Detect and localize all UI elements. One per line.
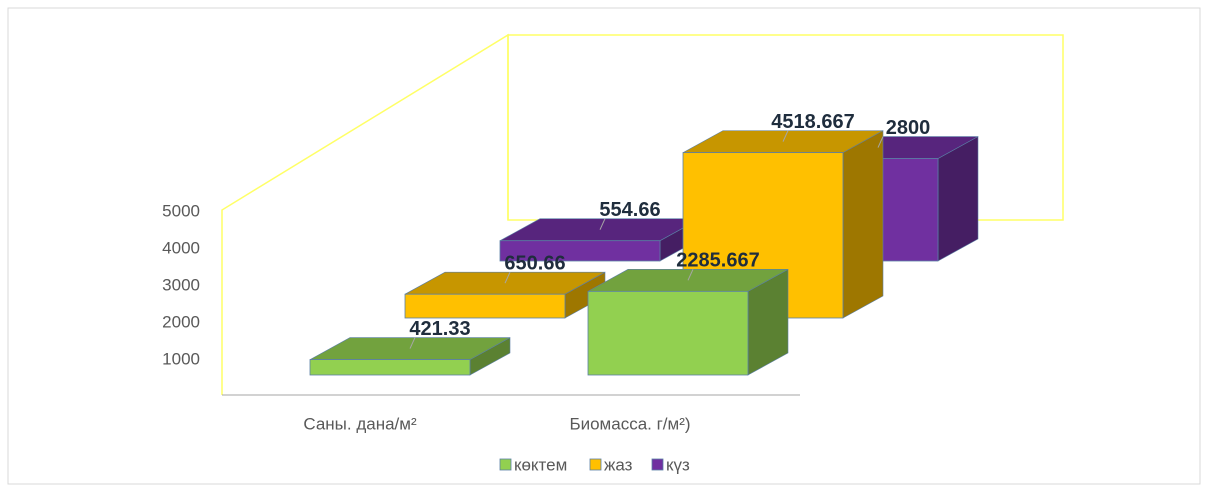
bar-front [404,293,566,319]
legend-label: жаз [604,455,633,474]
bar [404,271,606,319]
legend-swatch [499,458,512,471]
bar-front [587,290,749,376]
data-label: 2285.667 [676,250,759,272]
label-leader [504,271,511,284]
data-label: 4518.667 [771,111,854,133]
bar [309,337,511,376]
data-label: 650.66 [504,252,565,274]
y-tick-label: 1000 [162,349,200,368]
legend-swatch [651,458,664,471]
y-tick-label: 3000 [162,275,200,294]
x-tick-label: Биомасса. г/м²) [569,414,690,433]
label-leader [782,130,789,142]
y-tick-label: 2000 [162,312,200,331]
legend-swatch [589,458,602,471]
legend-label: көктем [514,455,567,474]
label-leader [599,218,606,230]
bar-front [499,240,661,262]
y-tick-label: 4000 [162,238,200,257]
label-leader [409,337,416,349]
y-tick-label: 5000 [162,201,200,220]
data-label: 2800 [886,117,931,139]
bar-front [309,359,471,376]
data-label: 554.66 [599,199,660,221]
legend-label: күз [666,455,690,474]
label-leader [687,269,694,281]
bar [587,268,789,376]
data-label: 421.33 [409,318,470,340]
bar-side [842,130,884,319]
x-tick-label: Саны. дана/м² [303,414,417,433]
label-leader [877,136,884,148]
